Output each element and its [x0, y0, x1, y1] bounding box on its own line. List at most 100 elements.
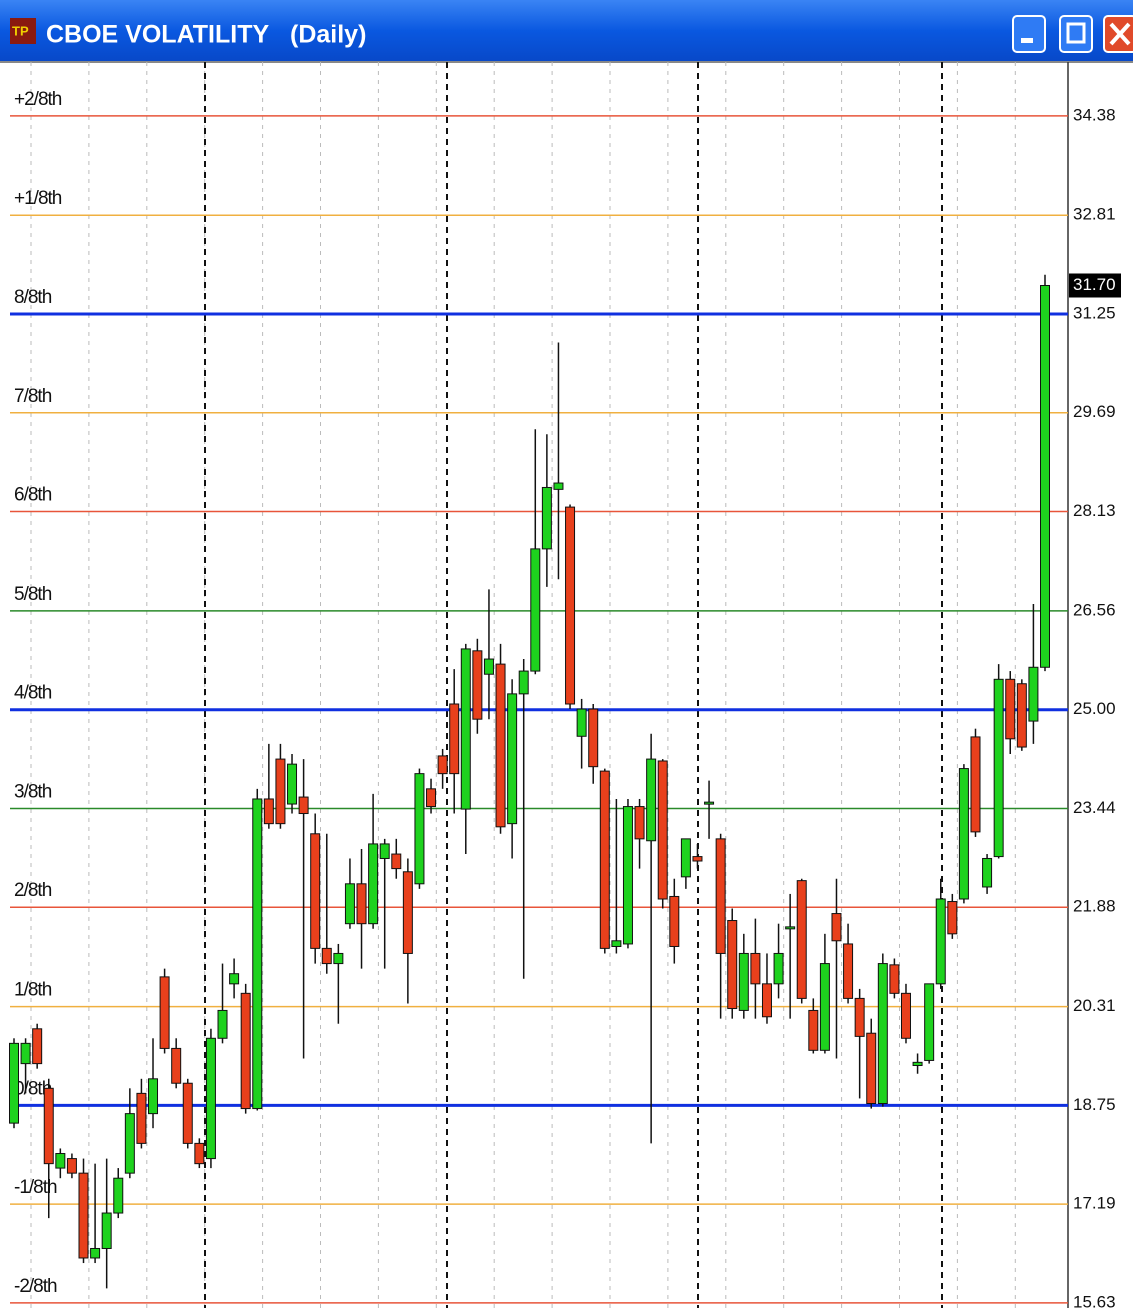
candle-body: [1016, 683, 1027, 748]
candle-body: [136, 1092, 147, 1144]
y-tick-label: 18.75: [1073, 1095, 1116, 1114]
y-tick-label: 34.38: [1073, 105, 1116, 124]
candle-body: [344, 883, 355, 925]
candle-body: [20, 1042, 31, 1065]
candle-body: [935, 898, 946, 985]
maximize-button[interactable]: [1059, 15, 1093, 53]
app-icon: [10, 18, 36, 44]
candle-body: [970, 736, 981, 833]
app-icon-glyph: TP: [12, 23, 29, 38]
candle-body: [507, 693, 518, 825]
candle-body: [704, 801, 715, 805]
y-tick-label: 26.56: [1073, 600, 1116, 619]
level-label: 5/8th: [14, 584, 52, 605]
level-label: 8/8th: [14, 287, 52, 308]
candle-body: [1005, 678, 1016, 740]
candle-body: [55, 1153, 66, 1169]
y-tick-label: 21.88: [1073, 897, 1116, 916]
candle-body: [680, 838, 691, 878]
level-label: 2/8th: [14, 880, 52, 901]
candle-body: [217, 1009, 228, 1039]
window-subtitle: (Daily): [290, 21, 366, 49]
candle-body: [240, 992, 251, 1110]
candle-body: [588, 708, 599, 768]
candle-body: [90, 1247, 101, 1259]
last-price-box: [1069, 273, 1121, 298]
vertical-grid: [30, 62, 1016, 1308]
annotations: 31.70: [1069, 273, 1121, 298]
candle-body: [437, 755, 448, 775]
candle-body: [831, 913, 842, 942]
candle-body: [565, 506, 576, 705]
candle-body: [958, 768, 969, 900]
candle-body: [472, 650, 483, 720]
maximize-glyph: [1066, 22, 1086, 44]
level-label: -2/8th: [14, 1276, 57, 1297]
candle-body: [379, 843, 390, 859]
candle-body: [727, 920, 738, 1010]
candle-body: [843, 943, 854, 999]
y-tick-label: 20.31: [1073, 996, 1116, 1015]
candle-body: [159, 976, 170, 1049]
candle-body: [171, 1047, 182, 1084]
candle-body: [669, 895, 680, 947]
minimize-button[interactable]: [1012, 15, 1046, 53]
candle-body: [982, 857, 993, 888]
candle-body: [275, 758, 286, 825]
candle-body: [148, 1078, 159, 1115]
candle-body: [101, 1212, 112, 1249]
candle-body: [124, 1113, 135, 1174]
candle-body: [9, 1042, 19, 1124]
candle-body: [310, 833, 321, 949]
y-tick-label: 17.19: [1073, 1194, 1116, 1213]
candle-body: [182, 1082, 193, 1144]
minimize-glyph: [1021, 38, 1033, 43]
y-tick-label: 25.00: [1073, 699, 1116, 718]
close-glyph: [1109, 22, 1131, 46]
candle-body: [657, 760, 668, 900]
level-label: 3/8th: [14, 781, 52, 802]
candle-body: [819, 963, 830, 1051]
candle-body: [912, 1061, 923, 1067]
candle-body: [900, 992, 911, 1039]
last-price-label: 31.70: [1073, 275, 1116, 294]
window-title: CBOE VOLATILITY: [46, 21, 269, 49]
candle-body: [356, 883, 367, 925]
level-label: 7/8th: [14, 386, 52, 407]
candle-body: [229, 973, 240, 985]
candle-body: [750, 952, 761, 985]
candle-body: [889, 964, 900, 994]
candle-body: [263, 798, 274, 825]
candle-body: [298, 796, 309, 815]
candle-body: [692, 856, 703, 862]
candle-body: [78, 1172, 89, 1259]
candle-body: [622, 806, 633, 945]
y-tick-label: 23.44: [1073, 798, 1116, 817]
candle-body: [426, 788, 437, 808]
candle-body: [402, 871, 413, 954]
candle-body: [32, 1028, 43, 1065]
level-label: 6/8th: [14, 485, 52, 506]
candle-body: [924, 983, 935, 1061]
candle-body: [43, 1087, 54, 1165]
candle-body: [194, 1142, 205, 1165]
candle-body: [854, 997, 865, 1037]
candles: [9, 274, 1050, 1289]
levels: +2/8th 34.38 +1/8th 32.81 8/8th 31.25 7/8th 29.…: [10, 89, 1116, 1308]
candle-body: [866, 1032, 877, 1104]
y-tick-label: 28.13: [1073, 501, 1116, 520]
candle-body: [530, 548, 541, 672]
candle-body: [993, 678, 1004, 858]
candle-body: [1028, 666, 1039, 722]
candle-body: [66, 1158, 77, 1174]
candle-body: [877, 963, 888, 1104]
candle-body: [460, 648, 471, 810]
candle-body: [205, 1037, 216, 1160]
candle-body: [449, 703, 460, 775]
level-label: +2/8th: [14, 89, 62, 110]
candle-body: [518, 670, 529, 695]
candle-body: [796, 880, 807, 999]
candle-body: [599, 770, 610, 949]
candle-body: [808, 1009, 819, 1051]
level-label: +1/8th: [14, 188, 62, 209]
